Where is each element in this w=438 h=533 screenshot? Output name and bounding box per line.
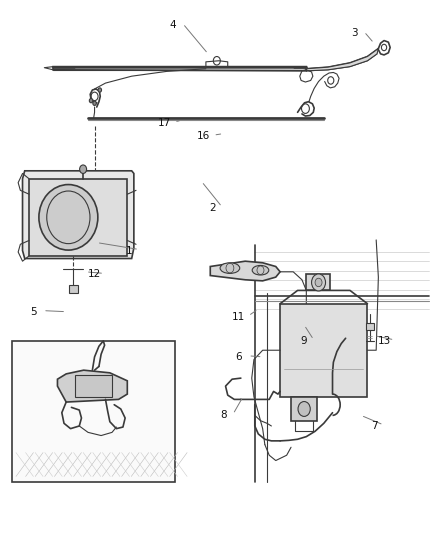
Bar (306, 274, 330, 290)
Text: 7: 7 (371, 421, 377, 431)
Circle shape (298, 401, 310, 416)
Text: 12: 12 (88, 270, 101, 279)
Text: 8: 8 (220, 410, 227, 421)
Text: 2: 2 (209, 203, 216, 213)
Bar (366, 324, 374, 330)
Text: 17: 17 (158, 118, 171, 128)
Circle shape (98, 88, 102, 92)
Circle shape (89, 99, 93, 103)
Bar (75, 375, 112, 397)
Ellipse shape (220, 263, 240, 273)
Text: 9: 9 (301, 336, 307, 346)
Polygon shape (53, 67, 306, 71)
Text: 13: 13 (378, 336, 392, 346)
Polygon shape (210, 261, 280, 281)
Ellipse shape (252, 265, 269, 275)
Bar (280, 304, 367, 397)
Bar (69, 285, 78, 293)
Text: 4: 4 (170, 20, 177, 30)
Text: 1: 1 (126, 246, 133, 255)
Text: 6: 6 (235, 352, 242, 362)
Text: 16: 16 (197, 131, 210, 141)
Circle shape (93, 101, 96, 106)
Circle shape (80, 165, 87, 173)
Bar (291, 397, 317, 421)
Text: 11: 11 (232, 312, 245, 322)
Ellipse shape (39, 184, 98, 250)
Polygon shape (306, 49, 378, 71)
Circle shape (311, 274, 325, 291)
Text: 5: 5 (30, 306, 37, 317)
Bar (29, 179, 127, 256)
Bar (12, 341, 175, 482)
Polygon shape (57, 370, 127, 402)
Circle shape (315, 278, 322, 287)
Text: 3: 3 (351, 28, 358, 38)
Polygon shape (22, 171, 134, 259)
